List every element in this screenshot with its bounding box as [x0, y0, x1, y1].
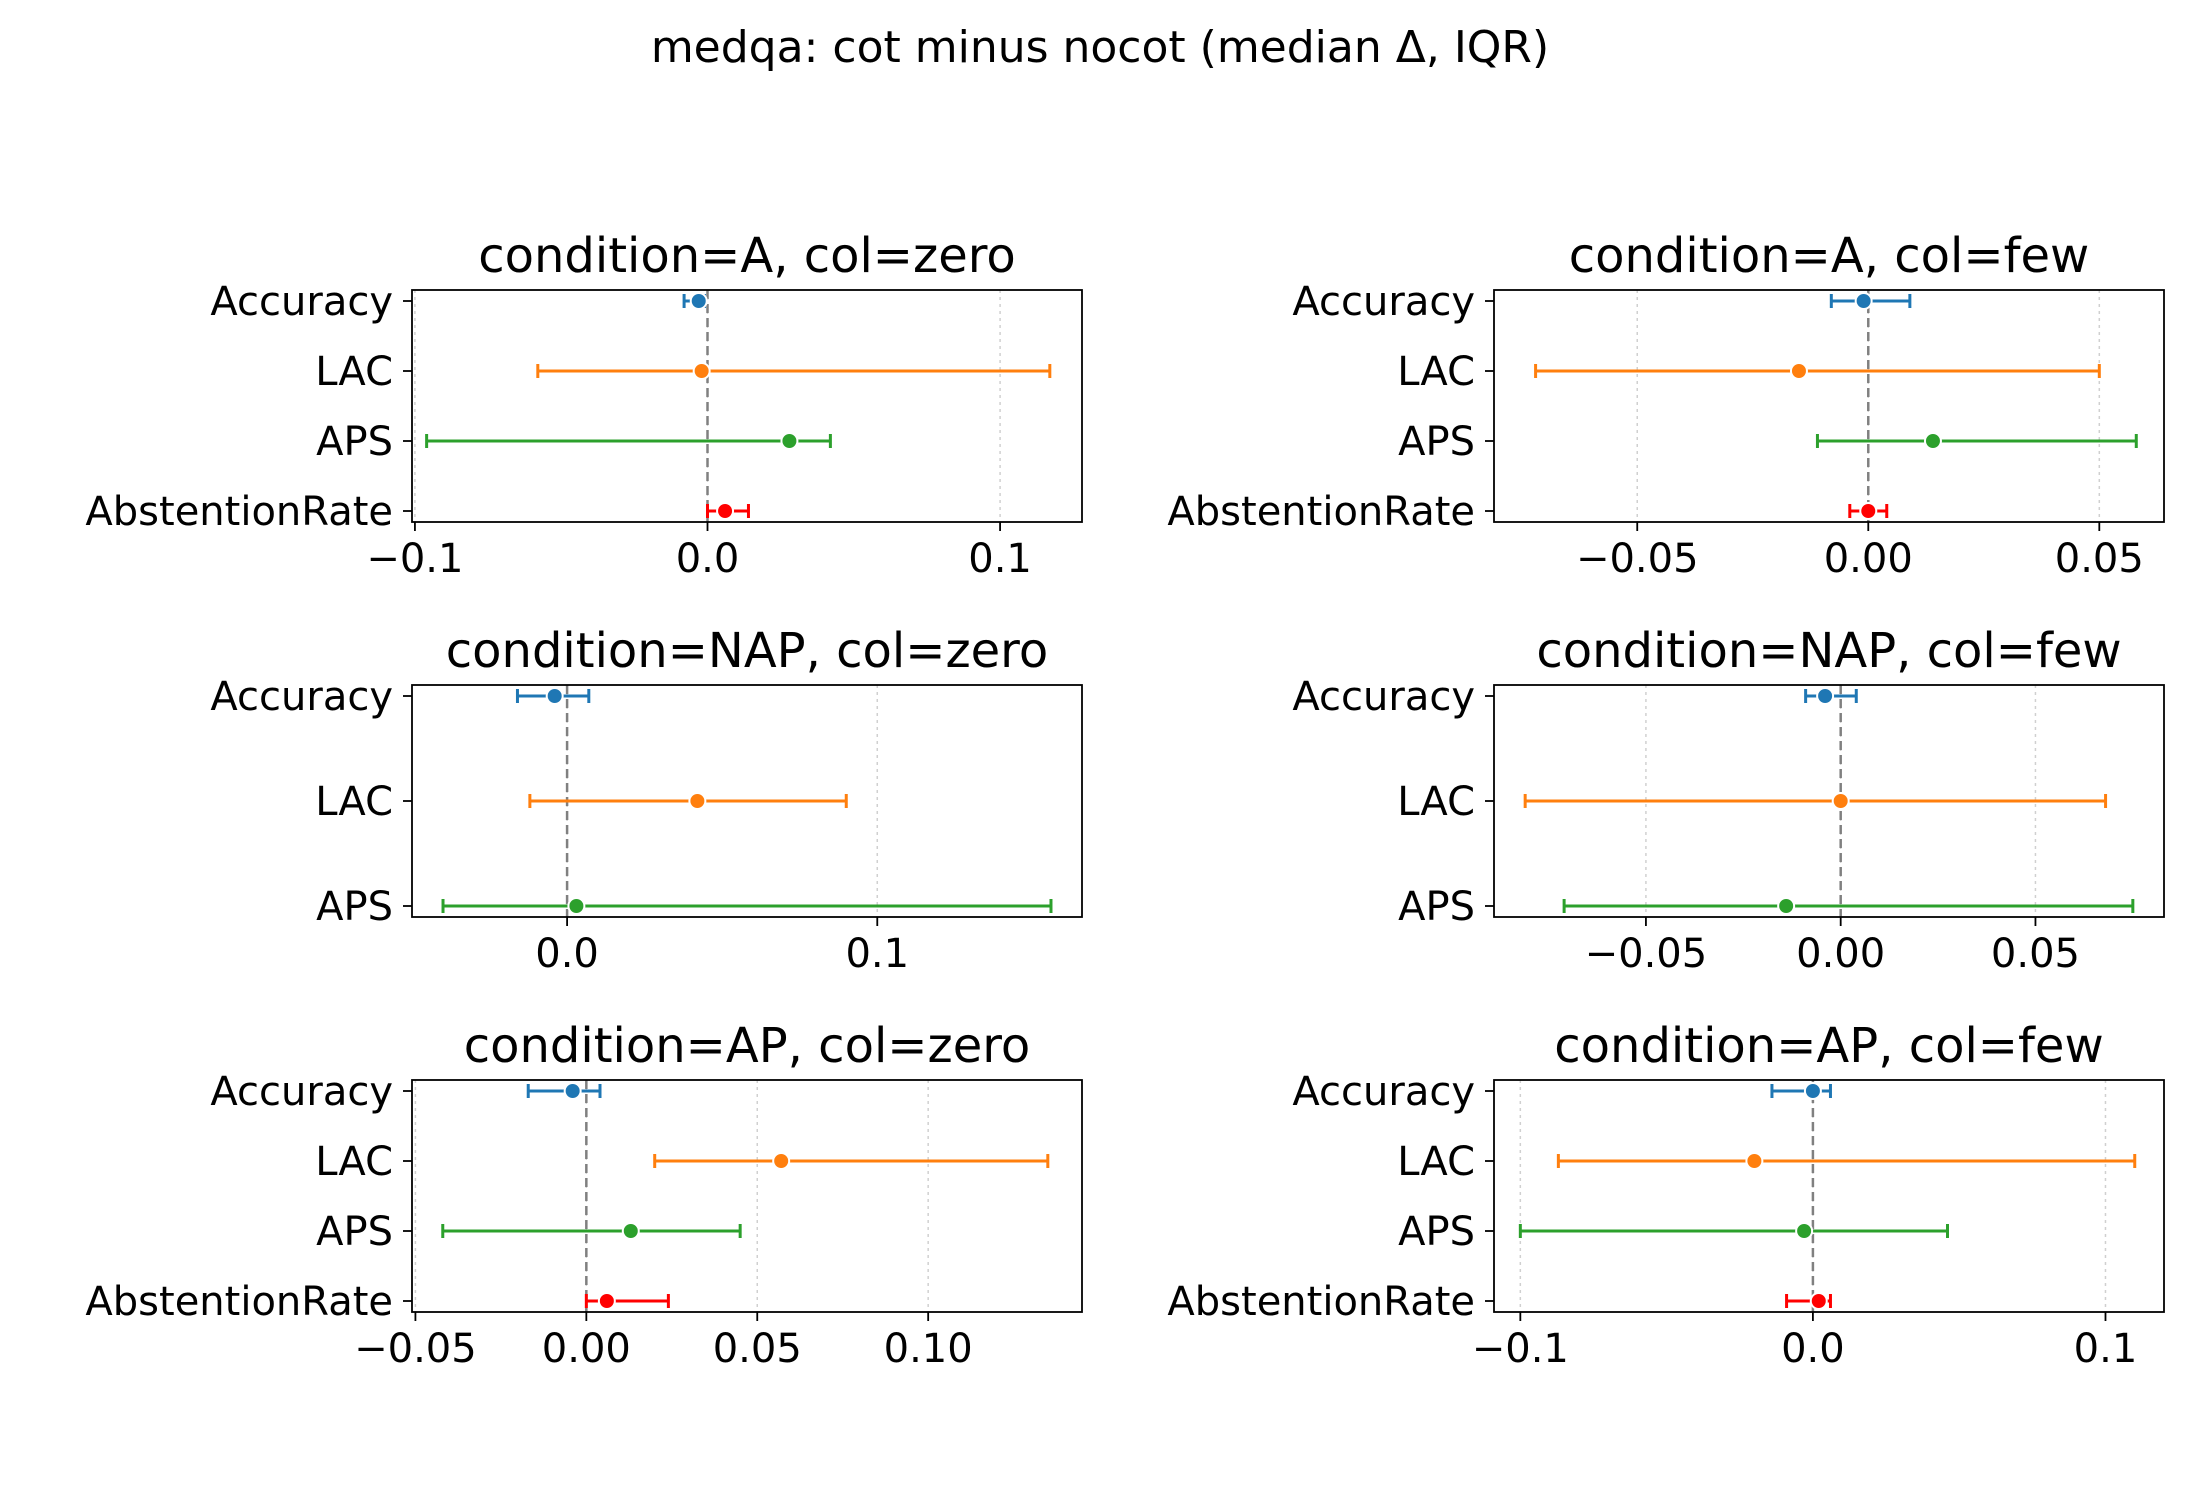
xtick-label: 0.05 — [713, 1326, 802, 1372]
xtick-label: −0.05 — [1585, 931, 1708, 977]
xtick-label: −0.1 — [1472, 1326, 1569, 1372]
panel-condition-a-col-few: condition=A, col=few Accuracy LAC APS Absten… — [1167, 228, 2165, 582]
panel-condition-nap-col-zero: condition=NAP, col=zero Accuracy LAC APS 0.0… — [210, 623, 1083, 977]
median-point-aps — [1795, 1222, 1814, 1240]
median-point-lac — [688, 792, 707, 810]
xtick-label: −0.1 — [366, 536, 463, 582]
plot-frame — [1493, 684, 2165, 918]
category-label-aps: APS — [316, 884, 393, 930]
median-point-lac — [772, 1152, 791, 1170]
xtick-label: 0.05 — [1991, 931, 2080, 977]
xtick-label: 0.10 — [884, 1326, 973, 1372]
xtick-label: 0.1 — [845, 931, 909, 977]
median-point-aps — [621, 1222, 640, 1240]
plot-frame — [1493, 1079, 2165, 1313]
median-point-lac — [692, 362, 711, 380]
median-point-accuracy — [1803, 1082, 1822, 1100]
category-label-accuracy: Accuracy — [1292, 1069, 1475, 1115]
median-point-aps — [1923, 432, 1942, 450]
category-label-accuracy: Accuracy — [210, 279, 393, 325]
median-point-lac — [1745, 1152, 1764, 1170]
median-point-aps — [1777, 897, 1796, 915]
panel-title: condition=A, col=few — [1569, 228, 2090, 284]
median-point-aps — [780, 432, 799, 450]
category-label-lac: LAC — [1397, 349, 1475, 395]
category-label-accuracy: Accuracy — [210, 674, 393, 720]
plot-frame — [411, 289, 1083, 523]
xtick-label: 0.0 — [1781, 1326, 1845, 1372]
category-label-aps: APS — [316, 1209, 393, 1255]
xtick-label: 0.0 — [535, 931, 599, 977]
category-label-lac: LAC — [1397, 1139, 1475, 1185]
category-label-accuracy: Accuracy — [210, 1069, 393, 1115]
median-point-accuracy — [689, 292, 708, 310]
xtick-label: 0.1 — [968, 536, 1032, 582]
median-point-lac — [1831, 792, 1850, 810]
plot-frame — [411, 1079, 1083, 1313]
panel-title: condition=A, col=zero — [478, 228, 1016, 284]
median-point-aps — [567, 897, 586, 915]
category-label-abstentionrate: AbstentionRate — [85, 1279, 393, 1325]
panel-condition-a-col-zero: condition=A, col=zero Accuracy LAC APS Abste… — [85, 228, 1083, 582]
category-label-lac: LAC — [315, 779, 393, 825]
category-label-abstentionrate: AbstentionRate — [1167, 489, 1475, 535]
panel-title: condition=NAP, col=zero — [446, 623, 1048, 679]
median-point-abstentionrate — [716, 502, 735, 520]
xtick-label: 0.00 — [542, 1326, 631, 1372]
panel-condition-ap-col-few: condition=AP, col=few Accuracy LAC APS Abste… — [1167, 1018, 2165, 1372]
panel-condition-nap-col-few: condition=NAP, col=few Accuracy LAC APS −0.0… — [1292, 623, 2165, 977]
xtick-label: 0.05 — [2055, 536, 2144, 582]
panel-title: condition=NAP, col=few — [1536, 623, 2121, 679]
panel-title: condition=AP, col=zero — [464, 1018, 1031, 1074]
median-point-abstentionrate — [1809, 1292, 1828, 1310]
category-label-accuracy: Accuracy — [1292, 674, 1475, 720]
xtick-label: 0.1 — [2074, 1326, 2138, 1372]
median-point-abstentionrate — [597, 1292, 616, 1310]
category-label-aps: APS — [1398, 884, 1475, 930]
category-label-aps: APS — [316, 419, 393, 465]
median-point-abstentionrate — [1859, 502, 1878, 520]
median-point-accuracy — [563, 1082, 582, 1100]
xtick-label: −0.05 — [354, 1326, 477, 1372]
category-label-abstentionrate: AbstentionRate — [85, 489, 393, 535]
median-point-accuracy — [1854, 292, 1873, 310]
category-label-lac: LAC — [315, 1139, 393, 1185]
median-point-accuracy — [1816, 687, 1835, 705]
panel-title: condition=AP, col=few — [1554, 1018, 2103, 1074]
plot-frame — [1493, 289, 2165, 523]
plot-frame — [411, 684, 1083, 918]
category-label-aps: APS — [1398, 419, 1475, 465]
category-label-accuracy: Accuracy — [1292, 279, 1475, 325]
median-point-lac — [1789, 362, 1808, 380]
category-label-aps: APS — [1398, 1209, 1475, 1255]
median-point-accuracy — [545, 687, 564, 705]
xtick-label: 0.00 — [1824, 536, 1913, 582]
figure-title: medqa: cot minus nocot (median Δ, IQR) — [651, 22, 1549, 73]
category-label-lac: LAC — [315, 349, 393, 395]
xtick-label: 0.00 — [1796, 931, 1885, 977]
panel-condition-ap-col-zero: condition=AP, col=zero Accuracy LAC APS Abst… — [85, 1018, 1083, 1372]
category-label-abstentionrate: AbstentionRate — [1167, 1279, 1475, 1325]
category-label-lac: LAC — [1397, 779, 1475, 825]
xtick-label: 0.0 — [676, 536, 740, 582]
xtick-label: −0.05 — [1576, 536, 1699, 582]
